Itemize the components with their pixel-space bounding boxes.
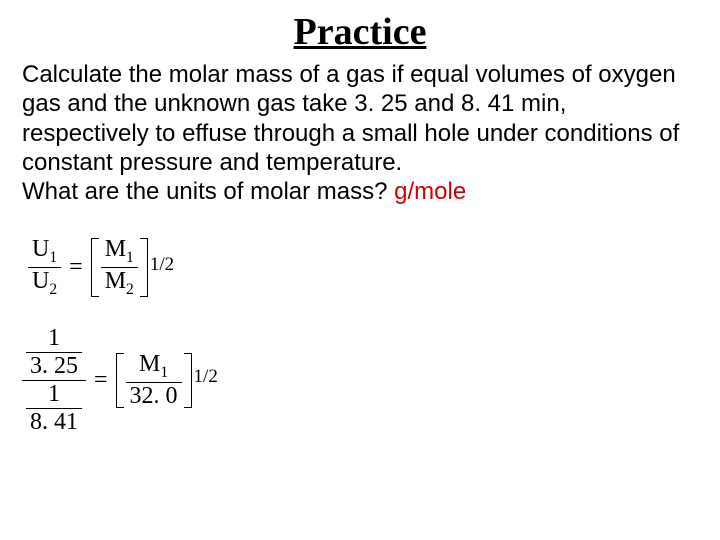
rhs-num-2-sub: 1	[160, 364, 168, 381]
equals-2: =	[94, 367, 108, 394]
rhs-fraction-2: M1 32. 0	[126, 351, 182, 410]
slide-title: Practice	[22, 10, 698, 54]
lhs-num-1-sub: 1	[49, 249, 57, 266]
formula-1: U1 U2 = M1 M2 1/2	[22, 236, 698, 299]
rhs-num-2-base: M	[139, 351, 160, 377]
rhs-num-1-sub: 1	[126, 249, 134, 266]
lhs-compound-fraction: 1 3. 25 1 8. 41	[22, 325, 86, 436]
lhs-inner-bot: 1 8. 41	[26, 381, 82, 436]
problem-statement: Calculate the molar mass of a gas if equ…	[22, 60, 698, 177]
rhs-fraction-1: M1 M2	[101, 236, 138, 299]
question-text: What are the units of molar mass?	[22, 178, 394, 205]
lhs-inner-top-num: 1	[26, 325, 82, 352]
lhs-den-1-sub: 2	[49, 281, 57, 298]
formula-2: 1 3. 25 1 8. 41 = M1 32. 0	[22, 325, 698, 436]
answer-text: g/mole	[394, 178, 466, 205]
lhs-fraction-1: U1 U2	[28, 236, 61, 299]
rhs-den-1-sub: 2	[126, 281, 134, 298]
bracket-2: M1 32. 0	[116, 351, 192, 410]
exponent-1: 1/2	[150, 254, 174, 276]
lhs-num-1-base: U	[32, 236, 49, 262]
lhs-inner-bot-num: 1	[26, 381, 82, 408]
formula-area: U1 U2 = M1 M2 1/2	[22, 236, 698, 436]
bracket-1: M1 M2	[91, 236, 148, 299]
equals-1: =	[69, 254, 83, 281]
lhs-den-1-base: U	[32, 268, 49, 294]
rhs-den-2: 32. 0	[126, 382, 182, 410]
exponent-2: 1/2	[194, 366, 218, 388]
lhs-inner-bot-den: 8. 41	[26, 408, 82, 436]
lhs-inner-top-den: 3. 25	[26, 352, 82, 380]
lhs-inner-top: 1 3. 25	[26, 325, 82, 380]
rhs-den-1-base: M	[105, 268, 126, 294]
rhs-num-1-base: M	[105, 236, 126, 262]
question-line: What are the units of molar mass? g/mole	[22, 177, 698, 206]
slide-root: Practice Calculate the molar mass of a g…	[0, 0, 720, 540]
